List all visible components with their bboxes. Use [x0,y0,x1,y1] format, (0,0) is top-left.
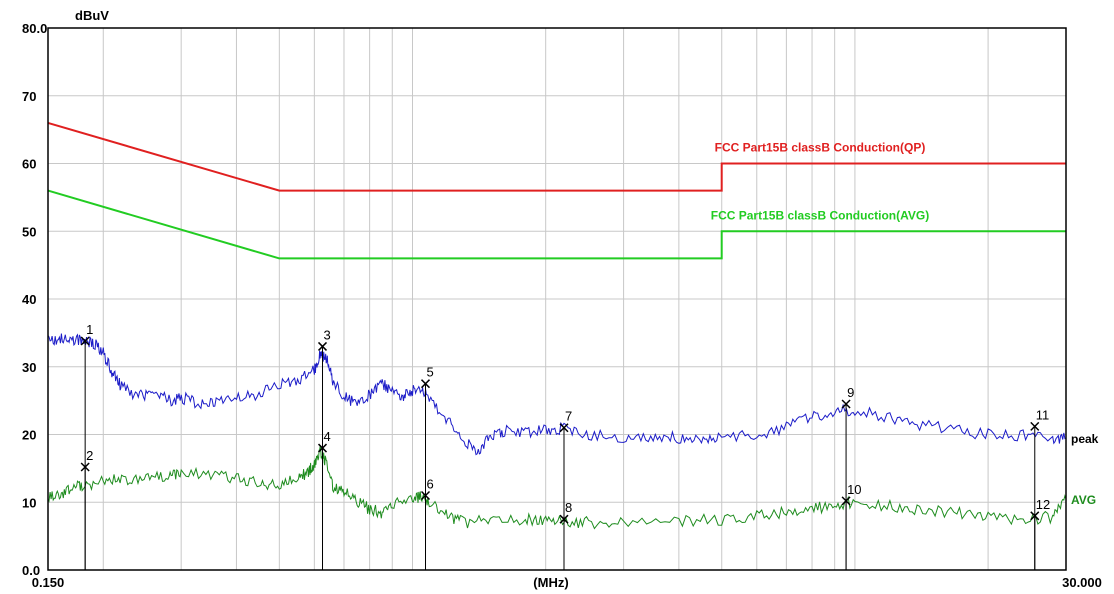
x-tick-label-start: 0.150 [32,575,65,590]
marker-label: 1 [86,322,93,337]
marker-label: 5 [427,365,434,380]
marker-label: 2 [86,448,93,463]
marker-label: 4 [324,429,331,444]
y-tick-label: 60 [22,157,36,172]
y-tick-label: 70 [22,89,36,104]
marker-label: 9 [847,385,854,400]
series-label: AVG [1071,493,1096,507]
y-axis-unit-label: dBuV [75,8,109,23]
x-axis-label: (MHz) [533,575,568,590]
limit-line-label: FCC Part15B classB Conduction(AVG) [711,208,929,222]
series-label: peak [1071,432,1099,446]
marker-label: 10 [847,482,861,497]
limit-line-label: FCC Part15B classB Conduction(QP) [715,141,926,155]
marker-label: 12 [1036,497,1050,512]
y-tick-label: 50 [22,224,36,239]
marker-label: 11 [1036,407,1050,422]
marker-label: 7 [565,409,572,424]
y-tick-label: 80.0 [22,21,47,36]
y-tick-label: 20 [22,428,36,443]
marker-label: 6 [427,476,434,491]
marker-label: 8 [565,500,572,515]
marker-label: 3 [324,327,331,342]
y-tick-label: 30 [22,360,36,375]
y-tick-label: 40 [22,292,36,307]
y-tick-label: 10 [22,495,36,510]
x-tick-label-end: 30.000 [1062,575,1102,590]
